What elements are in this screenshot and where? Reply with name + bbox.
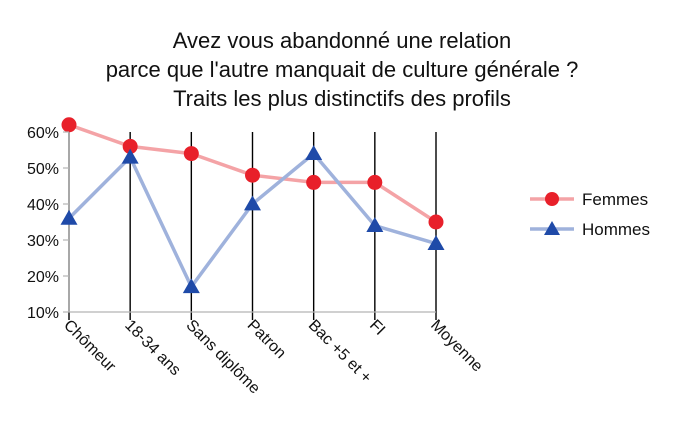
x-tick-label: Moyenne	[427, 317, 486, 376]
chart-title-line-1: Avez vous abandonné une relation	[172, 28, 512, 53]
y-tick-label: 60%	[27, 125, 59, 142]
point-femmes	[428, 214, 444, 230]
point-femmes	[183, 146, 199, 162]
x-tick-label: 18-34 ans	[121, 317, 183, 379]
point-hommes	[60, 209, 78, 225]
y-tick-label: 50%	[27, 161, 59, 178]
y-tick-label: 20%	[27, 269, 59, 286]
x-tick-label: Bac +5 et +	[305, 317, 375, 387]
y-axis-ticks: 60% 50% 40% 30% 20% 10%	[27, 125, 69, 322]
legend-label-femmes: Femmes	[582, 190, 648, 209]
legend-marker-hommes	[544, 221, 560, 235]
y-tick-label: 30%	[27, 233, 59, 250]
point-femmes	[122, 138, 138, 154]
point-hommes	[427, 235, 445, 250]
x-tick-label: Patron	[244, 317, 289, 362]
legend: Femmes Hommes	[530, 190, 650, 239]
x-tick-label: Chômeur	[60, 317, 119, 376]
chart-title-line-3: Traits les plus distinctifs des profils	[173, 86, 511, 111]
point-hommes	[182, 278, 200, 294]
chart-title: Avez vous abandonné une relation parce q…	[0, 26, 684, 113]
point-femmes	[306, 174, 322, 190]
y-tick-label: 10%	[27, 305, 59, 322]
data-markers	[60, 117, 445, 294]
point-femmes	[367, 174, 383, 190]
legend-marker-femmes	[545, 192, 559, 206]
point-hommes	[305, 145, 323, 160]
point-hommes	[366, 217, 384, 232]
legend-label-hommes: Hommes	[582, 220, 650, 239]
point-hommes	[244, 195, 261, 211]
point-hommes	[121, 148, 139, 164]
point-femmes	[61, 117, 77, 133]
point-femmes	[245, 167, 260, 183]
x-tick-label: FI	[366, 317, 388, 339]
chart-title-line-2: parce que l'autre manquait de culture gé…	[105, 57, 579, 82]
y-tick-label: 40%	[27, 197, 59, 214]
